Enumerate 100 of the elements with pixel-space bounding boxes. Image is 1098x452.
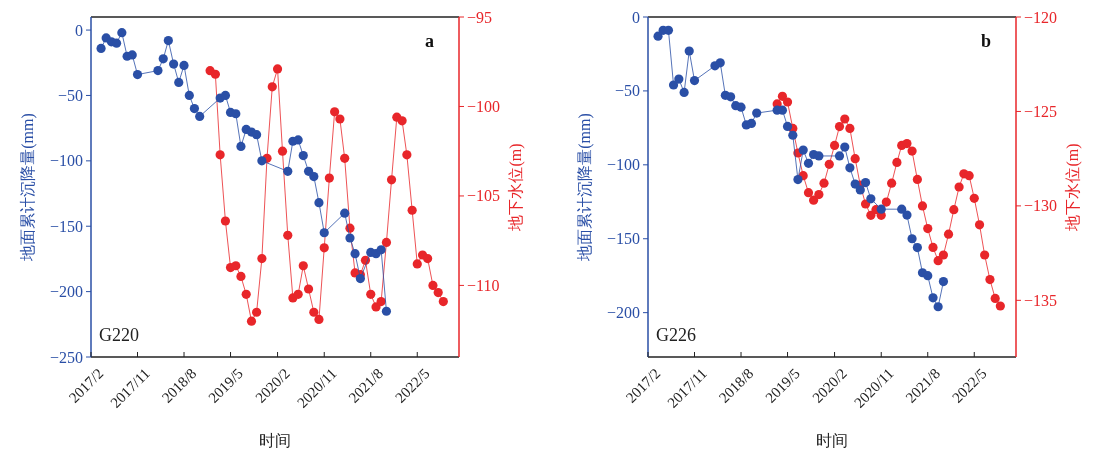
point: [923, 271, 933, 281]
point: [220, 90, 231, 101]
point: [257, 156, 267, 166]
point: [850, 154, 860, 164]
y-axis-title: 地面累计沉降量(mm): [576, 113, 594, 262]
point: [189, 103, 200, 114]
point: [309, 171, 319, 182]
point: [980, 250, 990, 260]
y2-tick-label: −100: [467, 97, 501, 115]
point: [252, 307, 262, 317]
y-tick-label: −100: [49, 152, 83, 170]
point: [231, 261, 241, 271]
y2-tick-label: −135: [1024, 291, 1058, 309]
y2-tick-label: −95: [467, 8, 493, 26]
x-axis-title: 时间: [259, 432, 291, 449]
point: [350, 249, 360, 259]
point: [314, 198, 324, 208]
y-tick-label: −200: [49, 283, 83, 301]
point: [340, 208, 350, 218]
point: [824, 159, 834, 169]
point: [215, 150, 225, 160]
point: [412, 259, 422, 269]
point: [169, 59, 179, 69]
point: [777, 91, 788, 101]
point: [158, 54, 168, 64]
point: [684, 46, 694, 56]
point: [845, 163, 855, 173]
point: [319, 228, 329, 238]
point: [376, 296, 386, 307]
annotation: b: [980, 31, 991, 51]
point: [798, 145, 808, 155]
point: [324, 173, 334, 183]
point: [402, 150, 412, 160]
y2-axis-title: 地下水位(m): [1064, 143, 1082, 232]
point: [96, 43, 106, 53]
point: [715, 58, 725, 68]
point: [782, 121, 793, 131]
point: [990, 293, 1000, 304]
x-axis-title: 时间: [816, 432, 848, 449]
point: [850, 179, 860, 189]
point: [912, 243, 922, 253]
point: [746, 118, 757, 129]
point: [923, 223, 933, 234]
point: [902, 210, 912, 220]
point: [803, 158, 814, 168]
point: [679, 87, 689, 97]
point: [127, 50, 137, 60]
y-tick-label: −100: [606, 156, 640, 174]
point: [668, 80, 679, 90]
point: [303, 284, 314, 294]
y2-axis-title: 地下水位(m): [507, 143, 525, 232]
point: [309, 307, 319, 317]
point: [407, 205, 417, 215]
point: [117, 28, 127, 38]
point: [881, 197, 891, 207]
point: [330, 107, 340, 117]
point: [132, 69, 143, 80]
point: [272, 64, 283, 74]
point: [433, 287, 443, 298]
point: [964, 171, 974, 181]
y-tick-label: 0: [75, 21, 83, 39]
point: [840, 114, 850, 124]
point: [386, 175, 397, 185]
point: [938, 277, 949, 287]
point: [267, 82, 277, 92]
point: [834, 151, 845, 161]
point: [335, 114, 345, 124]
point: [949, 205, 959, 215]
point: [298, 261, 308, 271]
point: [902, 138, 912, 149]
point: [985, 274, 995, 285]
y-tick-label: −200: [606, 304, 640, 322]
y2-tick-label: −120: [1024, 8, 1058, 26]
point: [829, 140, 840, 151]
point: [231, 109, 241, 119]
point: [184, 90, 194, 101]
point: [371, 302, 381, 312]
point: [236, 141, 246, 152]
point: [283, 230, 293, 240]
point: [246, 316, 257, 326]
point: [674, 74, 684, 84]
y-tick-label: −250: [49, 348, 83, 366]
point: [283, 166, 293, 176]
point: [298, 151, 308, 161]
point: [257, 253, 267, 264]
point: [907, 146, 917, 156]
point: [366, 289, 376, 299]
point: [897, 204, 907, 214]
point: [438, 296, 448, 307]
point: [782, 97, 793, 107]
annotation: a: [425, 31, 434, 51]
point: [834, 121, 845, 132]
point: [933, 302, 943, 312]
point: [423, 253, 433, 264]
point: [814, 189, 824, 200]
y-tick-label: −50: [57, 86, 83, 104]
point: [163, 35, 173, 46]
point: [943, 229, 954, 239]
point: [241, 289, 251, 299]
annotation: G226: [656, 325, 696, 345]
